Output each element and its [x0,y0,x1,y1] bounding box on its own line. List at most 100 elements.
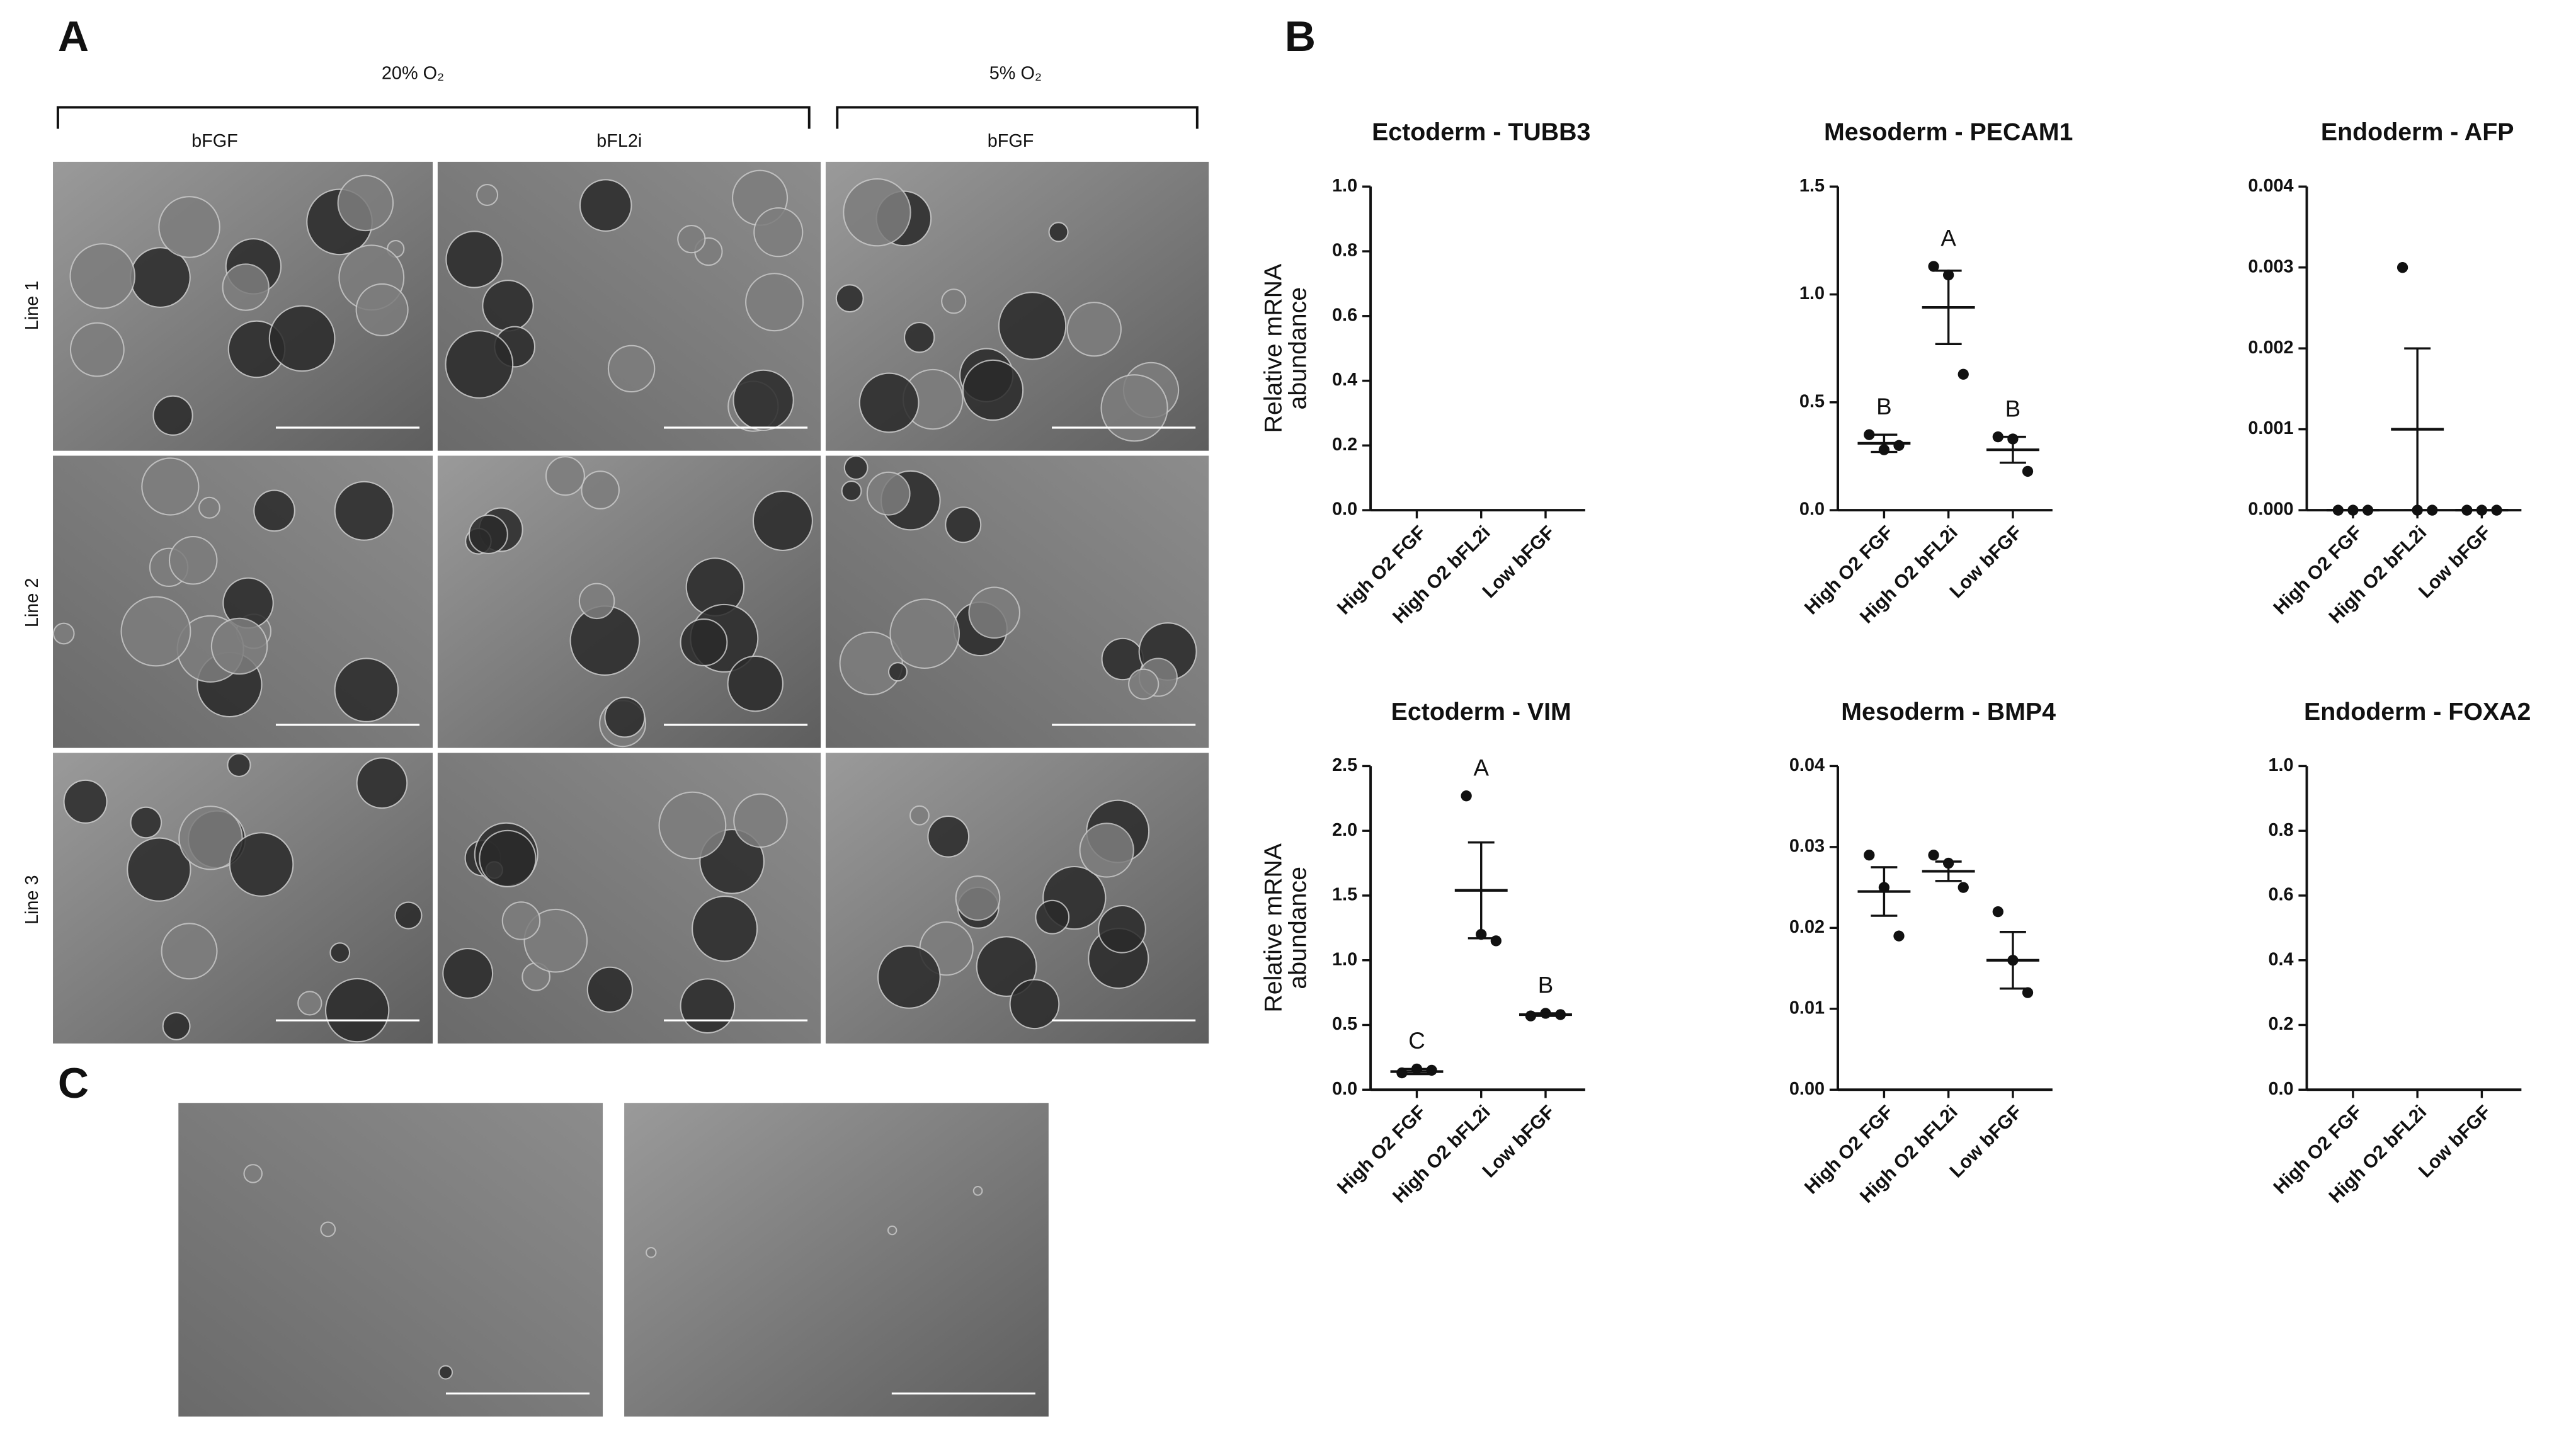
data-point [1864,850,1875,861]
chart-title: Ectoderm - VIM [1391,698,1571,726]
micrograph [825,161,1209,451]
y-tick-label: 0.0 [1332,499,1357,520]
colony [945,506,982,544]
data-point [1864,429,1875,440]
colony [968,586,1021,639]
colony [227,753,251,777]
colony [324,977,390,1043]
data-point [1958,882,1969,893]
y-tick-label: 0.000 [2248,499,2293,520]
colony [962,359,1024,421]
data-point [1928,850,1939,861]
row-label: Line 3 [22,875,42,925]
y-tick-label: 2.0 [1332,820,1357,840]
colony [52,622,75,645]
colony [482,280,534,332]
colony [692,896,758,962]
colony [501,901,541,940]
colony [210,617,268,675]
colony [141,457,200,516]
colony [158,196,220,258]
colony [63,779,108,824]
panel-label: B [1285,13,1316,60]
micrograph [53,161,433,451]
row-label: Line 2 [22,578,42,628]
y-tick-label: 1.0 [2268,755,2293,775]
bracket [836,106,1199,129]
micrograph [825,455,1209,748]
colony [745,273,804,332]
data-point [2022,987,2034,998]
y-tick-label: 0.004 [2248,176,2293,196]
chart-title: Ectoderm - TUBB3 [1372,118,1590,146]
colony [887,662,908,682]
y-tick-label: 0.4 [2268,949,2293,969]
colony [843,455,869,481]
y-tick-label: 1.5 [1332,885,1357,905]
chart-title: Mesoderm - BMP4 [1841,698,2056,726]
colony [1098,904,1146,954]
row-label: Line 1 [22,281,42,331]
y-tick-label: 0.2 [2268,1014,2293,1034]
colony [1048,222,1069,242]
significance-letter: A [1941,225,1956,251]
colony [162,1011,191,1040]
colony [680,618,728,666]
micrograph [52,455,433,748]
colony [120,596,191,667]
colony [732,369,794,431]
significance-letter: B [1876,394,1891,419]
y-tick-label: 0.01 [1789,998,1825,1018]
colony [835,284,864,313]
colony [479,829,537,888]
chart-title: Endoderm - AFP [2321,118,2514,146]
micrograph [53,753,433,1044]
colony [841,481,862,501]
colony [887,1225,898,1236]
y-tick-label: 0.0 [1799,499,1825,520]
colony [877,945,941,1009]
colony [334,481,394,541]
y-tick-label: 0.5 [1799,391,1825,411]
colony [229,832,294,897]
y-tick-label: 2.5 [1332,755,1357,775]
y-tick-label: 0.4 [1332,370,1357,390]
colony [178,806,243,870]
oxygen-label: 20% O₂ [382,64,444,84]
colony [733,793,788,848]
colony [442,948,494,999]
colony [1066,302,1122,357]
colony [329,942,351,963]
oxygen-label: 5% O₂ [989,64,1042,84]
chart: Mesoderm - BMP40.000.010.020.030.04High … [1789,698,2056,1207]
y-tick-label: 0.2 [1332,435,1357,455]
colony [355,283,409,336]
colony [752,490,813,551]
y-tick-label: 1.0 [1799,283,1825,304]
y-axis-label: Relative mRNA [1259,263,1287,433]
y-tick-label: 0.6 [2268,885,2293,905]
y-tick-label: 1.5 [1799,176,1825,196]
y-tick-label: 1.0 [1332,949,1357,969]
colony [941,288,967,314]
significance-letter: B [2005,396,2020,421]
colony [268,305,336,372]
y-tick-label: 0.6 [1332,305,1357,325]
micrograph [437,753,821,1044]
data-point [2396,262,2408,273]
colony [320,1221,336,1238]
colony [438,1365,453,1380]
chart-title: Endoderm - FOXA2 [2304,698,2531,726]
colony [168,535,218,585]
colony [476,183,499,207]
bracket [56,106,811,129]
y-axis-label: abundance [1284,287,1312,410]
micrograph [437,455,821,748]
data-point [1928,261,1939,272]
colony [1128,668,1160,700]
colony [927,815,970,858]
colony [394,901,423,930]
